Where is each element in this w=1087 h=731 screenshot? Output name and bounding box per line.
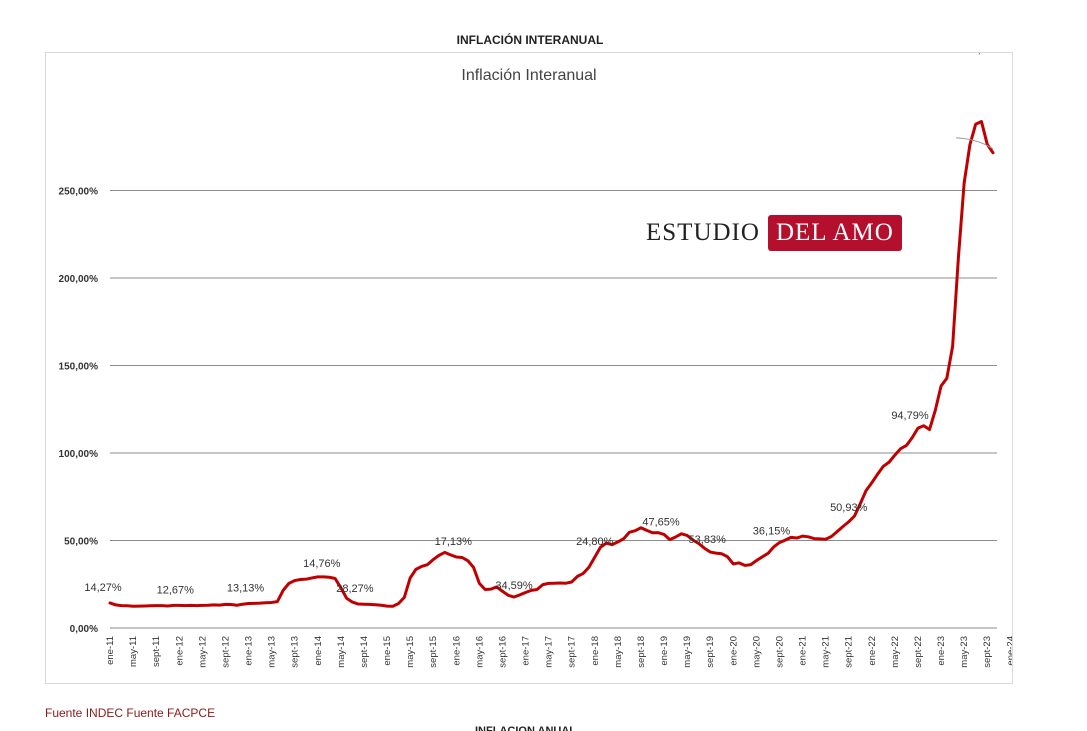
x-tick-label: sept-16 (497, 636, 508, 668)
x-tick-label: ene-12 (174, 636, 185, 666)
x-tick-label: may-18 (613, 636, 624, 668)
label-leader-line (955, 137, 994, 150)
x-tick-label: may-22 (890, 636, 901, 668)
x-tick-label: sept-12 (220, 636, 231, 668)
x-tick-label: sept-14 (359, 636, 370, 668)
data-label: 28,27% (336, 583, 374, 595)
data-label: 53,83% (689, 534, 727, 546)
x-tick-label: ene-22 (867, 636, 878, 666)
data-label: 271,53% (959, 53, 1003, 56)
x-tick-label: may-19 (682, 636, 693, 668)
data-label: 17,13% (435, 536, 473, 548)
x-tick-label: may-14 (336, 636, 347, 668)
next-section-heading: INFLACIÓN ANUAL (475, 726, 576, 731)
y-tick-label: 100,00% (59, 449, 99, 460)
x-tick-label: sept-18 (636, 636, 647, 668)
x-tick-label: ene-19 (659, 636, 670, 666)
x-tick-label: sept-11 (151, 636, 162, 667)
series-line-inflacion (108, 120, 995, 608)
data-label: 14,27% (84, 582, 122, 594)
x-tick-label: sept-21 (844, 636, 855, 668)
x-tick-label: ene-15 (382, 636, 393, 666)
x-tick-label: may-12 (197, 636, 208, 668)
chart-container: Inflación Interanual 0,00% 50,00% 100,00% 15… (45, 52, 1013, 684)
chart-title: Inflación Interanual (461, 67, 596, 84)
x-tick-label: sept-17 (567, 636, 578, 668)
x-tick-label: sept-23 (982, 636, 993, 668)
data-label: 50,93% (830, 502, 868, 514)
x-tick-label: ene-20 (728, 636, 739, 666)
x-tick-label: may-21 (821, 636, 832, 668)
y-tick-label: 0,00% (70, 624, 98, 635)
x-tick-label: ene-16 (451, 636, 462, 666)
data-label: 12,67% (157, 584, 195, 596)
data-label: 94,79% (891, 410, 929, 422)
y-tick-label: 150,00% (59, 362, 99, 373)
x-tick-label: may-17 (544, 636, 555, 668)
data-label: 47,65% (642, 516, 680, 528)
x-tick-label: may-23 (959, 636, 970, 668)
x-tick-label: sept-22 (913, 636, 924, 668)
line-chart: Inflación Interanual 0,00% 50,00% 100,00% 15… (59, 53, 1012, 668)
x-tick-label: sept-19 (705, 636, 716, 668)
x-tick-label: ene-23 (936, 636, 947, 666)
x-tick-label: may-20 (751, 636, 762, 668)
data-label: 14,76% (303, 558, 341, 570)
y-tick-label: 200,00% (59, 274, 99, 285)
x-tick-label: ene-17 (521, 636, 532, 666)
x-tick-label: may-11 (128, 636, 139, 667)
data-label: 13,13% (227, 583, 265, 595)
source-note: Fuente INDEC Fuente FACPCE (45, 706, 216, 720)
x-tick-label: ene-24 (1005, 636, 1012, 666)
x-tick-label: ene-18 (590, 636, 601, 666)
x-tick-label: ene-13 (244, 636, 255, 666)
y-tick-label: 250,00% (59, 187, 99, 198)
x-tick-label: may-15 (405, 636, 416, 668)
x-tick-label: sept-20 (774, 636, 785, 668)
data-label: 24,80% (576, 536, 614, 548)
estudio-del-amo-logo: ESTUDIO DEL AMO (646, 210, 902, 255)
x-tick-label: ene-21 (798, 636, 809, 666)
x-tick-label: ene-11 (105, 636, 116, 665)
y-tick-label: 50,00% (64, 537, 98, 548)
data-label: 34,59% (495, 580, 533, 592)
x-tick-label: ene-14 (313, 636, 324, 666)
x-tick-label: may-16 (474, 636, 485, 668)
page-heading: INFLACIÓN INTERANUAL (456, 33, 604, 47)
logo-text-left: ESTUDIO (646, 218, 760, 246)
data-label: 36,15% (753, 526, 791, 538)
x-tick-label: sept-13 (290, 636, 301, 668)
x-tick-label: may-13 (267, 636, 278, 668)
logo-text-right: DEL AMO (767, 214, 902, 251)
x-tick-label: sept-15 (428, 636, 439, 668)
